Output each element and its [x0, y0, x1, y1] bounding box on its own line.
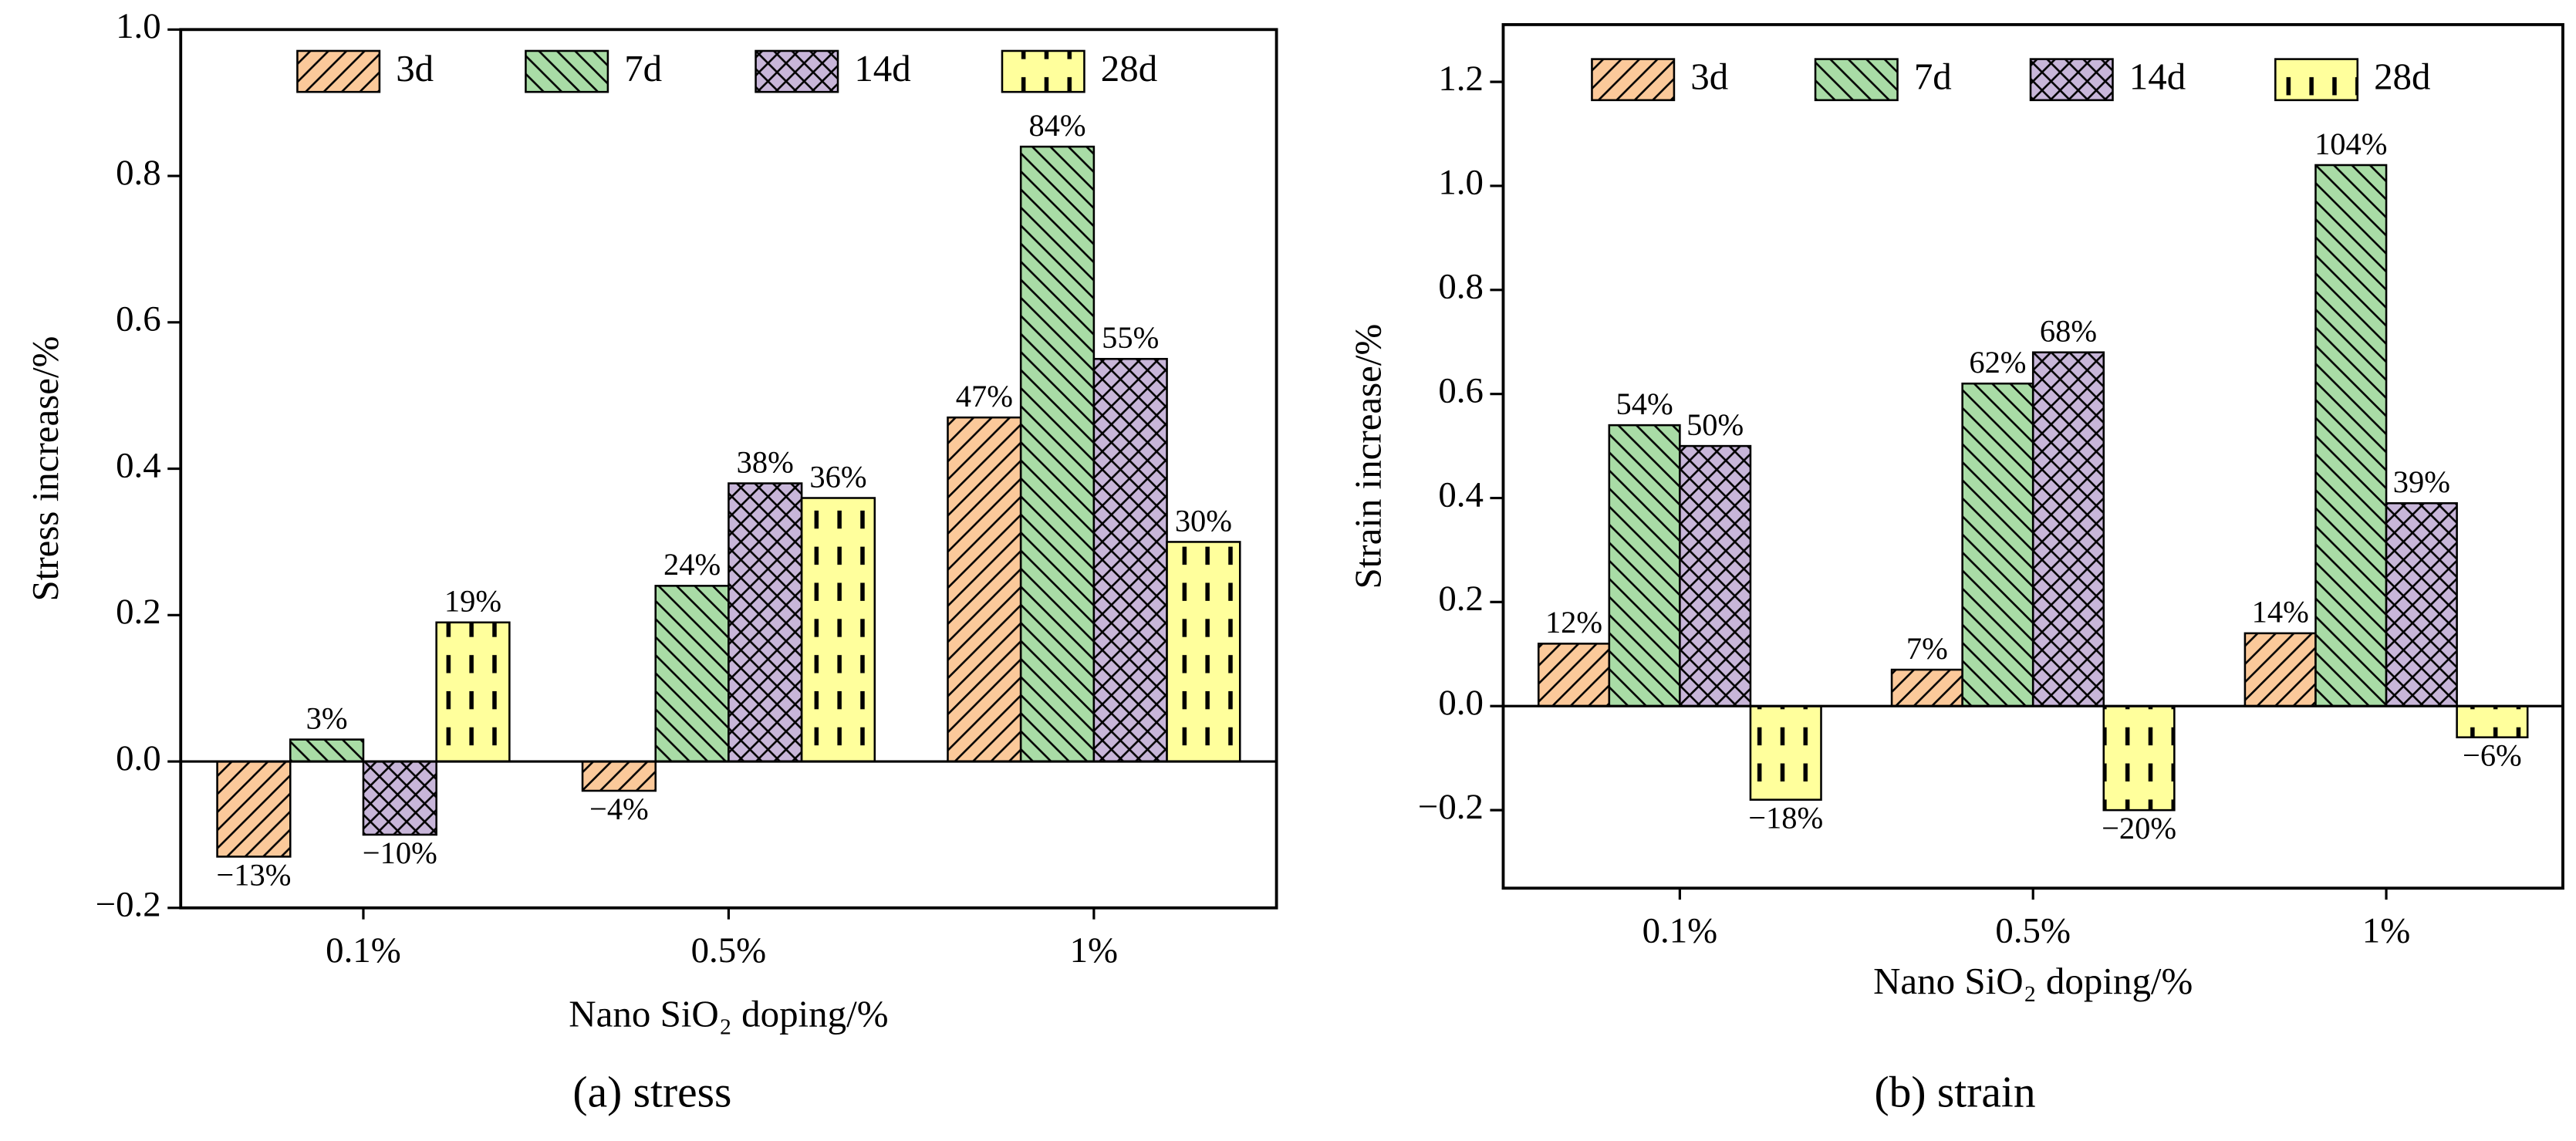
value-label: 3% — [306, 700, 348, 735]
legend-swatch — [1001, 49, 1085, 93]
plot-frame — [1501, 23, 2564, 890]
value-label: −18% — [1748, 801, 1823, 835]
value-label: 7% — [1906, 631, 1948, 666]
legend-swatch — [2274, 58, 2359, 102]
bar — [1019, 145, 1096, 763]
bar — [1679, 444, 1752, 707]
x-tick-label: 1% — [1070, 930, 1118, 971]
legend-label: 14d — [854, 47, 910, 89]
bar — [581, 760, 657, 792]
bar — [216, 760, 292, 858]
y-tick-label: 0.4 — [116, 445, 161, 485]
y-axis-label: Stress increase/% — [24, 336, 66, 602]
legend-label: 14d — [2129, 56, 2186, 98]
value-label: 24% — [663, 547, 721, 582]
value-label: 14% — [2252, 595, 2309, 630]
value-label: 47% — [956, 379, 1013, 414]
legend-swatch — [1814, 58, 1899, 102]
value-label: 84% — [1028, 108, 1085, 143]
bar — [654, 585, 730, 763]
legend-label: 3d — [1690, 56, 1728, 98]
bar — [947, 416, 1022, 763]
y-tick-label: 1.0 — [116, 6, 161, 46]
y-tick-label: 0.8 — [116, 153, 161, 193]
legend-swatch — [2029, 58, 2114, 102]
legend-label: 28d — [2374, 56, 2430, 98]
bar — [2243, 632, 2317, 707]
bar — [1890, 668, 1963, 707]
x-tick-label: 0.1% — [1642, 911, 1718, 951]
bar — [2031, 351, 2105, 707]
y-tick-label: 0.0 — [116, 738, 161, 778]
value-label: −6% — [2463, 738, 2522, 773]
y-tick-label: −0.2 — [96, 885, 161, 925]
value-label: 12% — [1545, 605, 1602, 640]
bar — [2314, 164, 2388, 707]
value-label: 38% — [737, 444, 794, 479]
caption: (a) stress — [572, 1068, 731, 1117]
value-label: 36% — [809, 459, 866, 494]
legend-swatch — [1591, 58, 1676, 102]
value-label: 62% — [1969, 345, 2026, 380]
caption: (b) strain — [1874, 1068, 2035, 1117]
value-label: 104% — [2314, 127, 2387, 161]
value-label: 19% — [444, 584, 501, 619]
value-label: 54% — [1616, 387, 1673, 421]
x-axis-label: Nano SiO₂ doping/% — [569, 993, 888, 1035]
y-tick-label: 1.0 — [1438, 163, 1484, 203]
value-label: 68% — [2040, 314, 2097, 349]
bar — [2385, 502, 2458, 707]
value-label: 50% — [1686, 407, 1744, 442]
value-label: −4% — [589, 792, 649, 826]
y-tick-label: 0.2 — [116, 592, 161, 632]
legend-swatch — [296, 49, 381, 93]
value-label: 55% — [1102, 320, 1159, 355]
y-tick-label: −0.2 — [1418, 787, 1484, 827]
bar — [435, 621, 511, 763]
bar — [1961, 382, 2034, 707]
value-label: −20% — [2102, 811, 2176, 846]
y-tick-label: 0.8 — [1438, 267, 1484, 307]
x-axis-label: Nano SiO₂ doping/% — [1873, 960, 2193, 1002]
bar — [2102, 704, 2176, 812]
bar — [2456, 704, 2529, 739]
value-label: −10% — [363, 835, 437, 870]
bar — [1537, 643, 1611, 707]
x-tick-label: 0.5% — [1995, 911, 2071, 951]
bar — [1092, 357, 1168, 763]
legend-label: 28d — [1101, 47, 1157, 89]
value-label: 39% — [2393, 464, 2450, 499]
legend-swatch — [755, 49, 839, 93]
y-tick-label: 1.2 — [1438, 59, 1484, 99]
x-tick-label: 0.5% — [691, 930, 767, 971]
y-tick-label: 0.2 — [1438, 579, 1484, 619]
bar — [362, 760, 437, 836]
bar — [289, 738, 365, 763]
legend-label: 7d — [624, 47, 662, 89]
y-tick-label: 0.6 — [116, 299, 161, 339]
value-label: 30% — [1175, 503, 1232, 538]
legend-swatch — [525, 49, 609, 93]
value-label: −13% — [216, 857, 291, 892]
bar — [1749, 704, 1822, 801]
y-tick-label: 0.6 — [1438, 370, 1484, 410]
bar — [1608, 424, 1681, 707]
y-tick-label: 0.0 — [1438, 683, 1484, 723]
x-tick-label: 1% — [2362, 911, 2410, 951]
x-tick-label: 0.1% — [326, 930, 401, 971]
y-tick-label: 0.4 — [1438, 474, 1484, 515]
plot-frame — [179, 28, 1278, 910]
y-axis-label: Strain increase/% — [1346, 324, 1389, 589]
legend-label: 7d — [1914, 56, 1952, 98]
bar — [728, 482, 803, 763]
bar — [800, 497, 876, 763]
bar — [1166, 541, 1241, 763]
legend-label: 3d — [396, 47, 434, 89]
